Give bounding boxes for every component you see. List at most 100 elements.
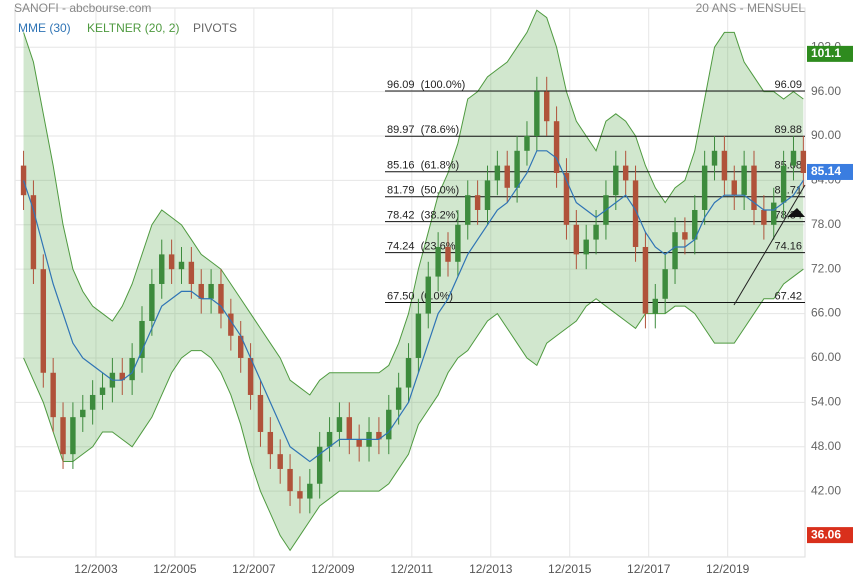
x-tick-label: 12/2007 bbox=[232, 562, 276, 576]
legend-keltner: KELTNER (20, 2) bbox=[87, 21, 179, 35]
x-tick-label: 12/2009 bbox=[311, 562, 355, 576]
plot-area bbox=[14, 7, 806, 558]
candle-body bbox=[237, 335, 244, 358]
candle-body bbox=[682, 232, 688, 240]
candle-body bbox=[731, 180, 737, 196]
candle-body bbox=[534, 91, 540, 137]
price-tag-label: 85.14 bbox=[811, 164, 841, 178]
price-tag bbox=[807, 163, 853, 180]
price-tag bbox=[807, 527, 853, 544]
candle-body bbox=[435, 246, 441, 277]
candle-body bbox=[188, 261, 195, 284]
candle-body bbox=[129, 357, 135, 381]
mme-line bbox=[22, 150, 804, 463]
candle-body bbox=[99, 387, 106, 395]
candle-body bbox=[208, 283, 214, 299]
candle-body bbox=[751, 165, 757, 210]
candle-body bbox=[701, 165, 708, 210]
candle-body bbox=[267, 431, 274, 455]
y-tick-label: 42.00 bbox=[811, 483, 841, 497]
candle-body bbox=[425, 276, 431, 314]
x-tick-label: 12/2005 bbox=[153, 562, 197, 576]
pivot-end-label: 89.88 bbox=[774, 124, 802, 136]
candle-body bbox=[149, 283, 155, 321]
candle-body bbox=[642, 246, 649, 314]
candle-body bbox=[336, 417, 343, 432]
pivot-end-label: 67.42 bbox=[774, 290, 802, 302]
candle-body bbox=[790, 150, 797, 166]
candle-body bbox=[692, 209, 698, 240]
y-tick-label: 72.00 bbox=[811, 261, 841, 275]
candle-body bbox=[593, 224, 599, 240]
y-tick-label: 78.00 bbox=[811, 217, 841, 231]
price-tag-label: 36.06 bbox=[811, 527, 841, 541]
pivot-label: 74.24 (23.6%) bbox=[387, 241, 459, 253]
legend-pivots: PIVOTS bbox=[193, 21, 237, 35]
y-tick-label: 96.00 bbox=[811, 84, 841, 98]
candle-body bbox=[524, 136, 530, 151]
candle-body bbox=[326, 431, 333, 447]
candle-body bbox=[119, 372, 125, 381]
candle-body bbox=[277, 454, 283, 469]
candle-body bbox=[395, 387, 402, 410]
y-tick-label: 54.00 bbox=[811, 395, 841, 409]
candle-body bbox=[405, 357, 412, 388]
candle-body bbox=[543, 91, 550, 122]
candle-body bbox=[50, 372, 56, 418]
candle-body bbox=[257, 394, 264, 432]
candle-body bbox=[771, 202, 777, 225]
candle-body bbox=[465, 195, 471, 225]
pivot-end-label: 85.08 bbox=[774, 160, 802, 172]
candle-body bbox=[721, 150, 728, 181]
candle-body bbox=[484, 180, 491, 210]
trend-line bbox=[733, 184, 806, 306]
candle-body bbox=[504, 165, 510, 188]
x-tick-label: 12/2019 bbox=[706, 562, 750, 576]
y-tick-label: 48.00 bbox=[811, 439, 841, 453]
candle-body bbox=[553, 121, 560, 173]
candle-body bbox=[316, 446, 323, 484]
x-tick-label: 12/2015 bbox=[548, 562, 592, 576]
candle-body bbox=[494, 165, 501, 181]
candle-body bbox=[159, 254, 165, 284]
candle-body bbox=[89, 394, 96, 410]
y-tick-label: 60.00 bbox=[811, 350, 841, 364]
candle-body bbox=[583, 239, 589, 255]
pivot-label: 85.16 (61.8%) bbox=[387, 160, 459, 172]
arrow-icon bbox=[787, 208, 805, 217]
candle-body bbox=[218, 283, 224, 314]
chart-title: SANOFI - abcbourse.com bbox=[14, 1, 151, 15]
candle-body bbox=[780, 165, 787, 203]
candle-body bbox=[70, 417, 76, 455]
candle-body bbox=[247, 357, 254, 395]
candle-body bbox=[563, 172, 570, 225]
candle-body bbox=[474, 195, 481, 210]
y-tick-label: 66.00 bbox=[811, 306, 841, 320]
candle-body bbox=[198, 283, 204, 299]
candle-body bbox=[228, 313, 234, 336]
x-tick-label: 12/2013 bbox=[469, 562, 513, 576]
pivot-label: 81.79 (50.0%) bbox=[387, 185, 459, 197]
candle-body bbox=[741, 165, 747, 196]
candle-body bbox=[652, 298, 659, 314]
candle-body bbox=[711, 150, 718, 166]
pivot-label: 78.42 (38.2%) bbox=[387, 210, 459, 222]
keltner-lower bbox=[23, 268, 804, 552]
pivot-end-label: 74.16 bbox=[774, 241, 802, 253]
candle-body bbox=[20, 165, 27, 196]
x-tick-label: 12/2003 bbox=[74, 562, 118, 576]
candle-body bbox=[60, 417, 66, 455]
x-tick-label: 12/2011 bbox=[391, 562, 434, 576]
candle-body bbox=[297, 491, 303, 499]
candle-body bbox=[386, 409, 392, 440]
candle-body bbox=[662, 269, 668, 299]
candle-body bbox=[80, 409, 86, 418]
candle-body bbox=[800, 150, 807, 173]
candle-body bbox=[178, 261, 185, 270]
y-tick-label: 90.00 bbox=[811, 128, 841, 142]
candle-body bbox=[346, 417, 353, 440]
candle-body bbox=[514, 150, 520, 188]
candle-body bbox=[356, 439, 362, 447]
candle-body bbox=[40, 269, 47, 373]
